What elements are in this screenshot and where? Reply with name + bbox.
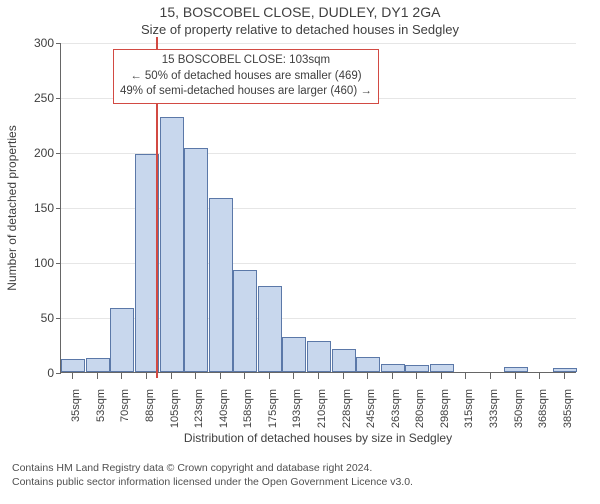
footer: Contains HM Land Registry data © Crown c… xyxy=(12,461,600,489)
x-tick-label: 350sqm xyxy=(513,389,525,428)
page-title: 15, BOSCOBEL CLOSE, DUDLEY, DY1 2GA xyxy=(0,4,600,20)
x-tick-mark xyxy=(367,373,368,379)
y-tick-label: 300 xyxy=(14,36,54,50)
y-tick-mark xyxy=(56,43,61,44)
histogram-bar xyxy=(184,148,208,372)
histogram-bar xyxy=(86,358,110,372)
x-tick-label: 123sqm xyxy=(193,389,205,428)
histogram-bar xyxy=(110,308,134,372)
y-tick-mark xyxy=(56,98,61,99)
histogram-bar xyxy=(160,117,184,372)
x-tick-label: 53sqm xyxy=(95,389,107,422)
histogram-bar xyxy=(381,364,405,372)
y-tick-mark xyxy=(56,318,61,319)
y-tick-label: 150 xyxy=(14,201,54,215)
histogram-bar xyxy=(233,270,257,372)
y-tick-mark xyxy=(56,373,61,374)
info-line: 49% of semi-detached houses are larger (… xyxy=(120,84,372,100)
x-tick-mark xyxy=(293,373,294,379)
x-tick-mark xyxy=(195,373,196,379)
x-tick-mark xyxy=(220,373,221,379)
x-tick-label: 385sqm xyxy=(562,389,574,428)
x-tick-mark xyxy=(146,373,147,379)
info-line: ← 50% of detached houses are smaller (46… xyxy=(120,69,372,85)
y-tick-label: 200 xyxy=(14,146,54,160)
histogram-bar xyxy=(135,154,159,372)
x-tick-mark xyxy=(244,373,245,379)
x-tick-label: 245sqm xyxy=(365,389,377,428)
x-tick-label: 298sqm xyxy=(439,389,451,428)
histogram-bar xyxy=(405,365,429,372)
x-tick-mark xyxy=(564,373,565,379)
y-tick-label: 50 xyxy=(14,311,54,325)
x-tick-mark xyxy=(490,373,491,379)
histogram-bar xyxy=(61,359,85,372)
histogram-bar xyxy=(258,286,282,372)
x-tick-label: 315sqm xyxy=(463,389,475,428)
x-tick-label: 263sqm xyxy=(390,389,402,428)
x-tick-mark xyxy=(441,373,442,379)
x-tick-mark xyxy=(392,373,393,379)
x-tick-mark xyxy=(416,373,417,379)
x-tick-label: 210sqm xyxy=(316,389,328,428)
footer-line: Contains HM Land Registry data © Crown c… xyxy=(12,461,600,475)
x-tick-label: 193sqm xyxy=(291,389,303,428)
x-tick-mark xyxy=(343,373,344,379)
x-tick-mark xyxy=(318,373,319,379)
x-tick-label: 175sqm xyxy=(267,389,279,428)
x-tick-mark xyxy=(97,373,98,379)
histogram-bar xyxy=(332,349,356,372)
x-tick-mark xyxy=(121,373,122,379)
y-tick-label: 100 xyxy=(14,256,54,270)
x-tick-mark xyxy=(269,373,270,379)
histogram-bar xyxy=(504,367,528,373)
y-tick-label: 0 xyxy=(14,366,54,380)
x-tick-mark xyxy=(539,373,540,379)
x-tick-label: 228sqm xyxy=(341,389,353,428)
y-tick-label: 250 xyxy=(14,91,54,105)
x-tick-label: 158sqm xyxy=(242,389,254,428)
x-tick-label: 280sqm xyxy=(414,389,426,428)
x-tick-label: 368sqm xyxy=(537,389,549,428)
chart-area: Number of detached properties 15 BOSCOBE… xyxy=(60,43,576,403)
x-tick-label: 140sqm xyxy=(218,389,230,428)
x-tick-mark xyxy=(515,373,516,379)
x-tick-label: 70sqm xyxy=(119,389,131,422)
footer-line: Contains public sector information licen… xyxy=(12,475,600,489)
x-tick-label: 88sqm xyxy=(144,389,156,422)
x-tick-mark xyxy=(171,373,172,379)
x-tick-mark xyxy=(465,373,466,379)
x-axis-label: Distribution of detached houses by size … xyxy=(184,431,452,445)
histogram-bar xyxy=(430,364,454,372)
y-tick-mark xyxy=(56,208,61,209)
x-tick-mark xyxy=(72,373,73,379)
histogram-bar xyxy=(209,198,233,372)
histogram-bar xyxy=(553,368,577,372)
x-tick-label: 105sqm xyxy=(169,389,181,428)
chart-info-box: 15 BOSCOBEL CLOSE: 103sqm ← 50% of detac… xyxy=(113,49,379,104)
plot: 15 BOSCOBEL CLOSE: 103sqm ← 50% of detac… xyxy=(60,43,576,373)
histogram-bar xyxy=(307,341,331,372)
y-tick-mark xyxy=(56,263,61,264)
histogram-bar xyxy=(356,357,380,372)
x-tick-label: 35sqm xyxy=(70,389,82,422)
chart-subtitle: Size of property relative to detached ho… xyxy=(0,22,600,37)
info-line: 15 BOSCOBEL CLOSE: 103sqm xyxy=(120,53,372,69)
histogram-bar xyxy=(282,337,306,372)
x-tick-label: 333sqm xyxy=(488,389,500,428)
y-tick-mark xyxy=(56,153,61,154)
